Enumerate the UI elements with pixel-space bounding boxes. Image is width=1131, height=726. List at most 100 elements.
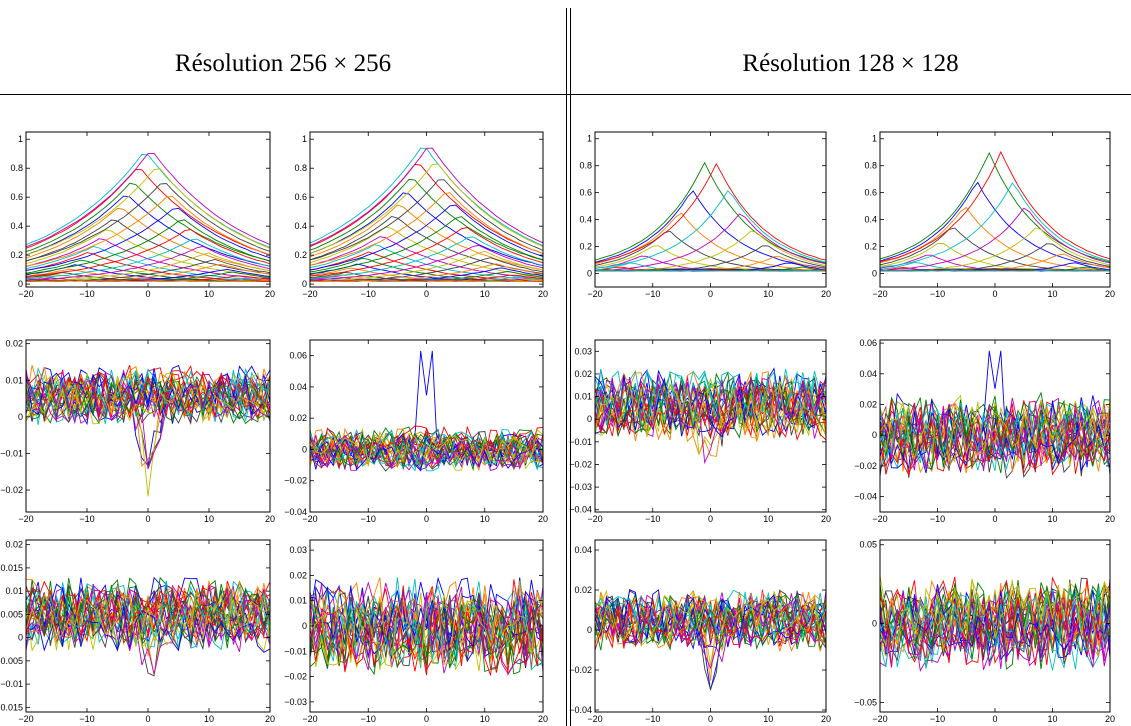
x-tick-label: −10 — [645, 514, 660, 524]
y-tick-label: 0.2 — [864, 242, 877, 252]
series-line — [26, 238, 270, 280]
x-tick-label: 10 — [1047, 289, 1057, 299]
x-tick-label: 0 — [992, 289, 997, 299]
series-line — [26, 598, 270, 675]
series-line — [595, 162, 826, 264]
y-tick-label: 0.2 — [10, 250, 23, 260]
x-tick-label: −20 — [18, 289, 33, 299]
series-line — [26, 245, 270, 281]
panel-9: −20 −10 0 10 20 −0.015 −0.01 −0.005 0 0.005 0.01 0.… — [0, 539, 275, 724]
series-line — [595, 377, 826, 430]
x-tick-label: 0 — [145, 714, 150, 724]
x-tick-label: −20 — [302, 289, 317, 299]
series-line — [310, 584, 543, 654]
y-tick-label: 0.015 — [0, 563, 23, 573]
x-tick-label: 0 — [708, 714, 713, 724]
series-line — [310, 435, 543, 472]
panel-12: −20 −10 0 10 20 −0.05 0 0.05 — [854, 539, 1115, 724]
y-tick-label: 0 — [872, 430, 877, 440]
y-tick-label: −0.02 — [854, 461, 877, 471]
series-line — [26, 584, 270, 641]
y-tick-label: 0.2 — [294, 250, 307, 260]
series-line — [26, 152, 270, 248]
panel-11: −20 −10 0 10 20 −0.04 −0.02 0 0.02 0.04 — [569, 539, 831, 724]
y-tick-label: 0.005 — [0, 609, 23, 619]
panel-4: −20 −10 0 10 20 0 0.2 0.4 0.6 0.8 1 — [864, 131, 1115, 299]
x-tick-label: 10 — [1047, 514, 1057, 524]
series-line — [26, 228, 270, 277]
axes-box — [594, 339, 827, 513]
x-tick-label: −10 — [930, 714, 945, 724]
series-line — [595, 387, 826, 438]
y-tick-label: −0.04 — [569, 505, 592, 515]
panel-10: −20 −10 0 10 20 −0.03 −0.02 −0.01 0 0.01 0.02 0.03 — [284, 539, 548, 724]
y-tick-label: 1 — [872, 134, 877, 144]
y-tick-label: 0.03 — [289, 545, 307, 555]
series-group — [26, 152, 270, 282]
x-tick-label: 10 — [204, 714, 214, 724]
x-tick-label: −20 — [587, 289, 602, 299]
series-line — [595, 382, 826, 436]
series-line — [310, 192, 543, 266]
x-tick-label: 0 — [145, 289, 150, 299]
x-tick-label: 20 — [1105, 714, 1115, 724]
y-tick-label: 0.4 — [10, 221, 23, 231]
y-tick-label: −0.01 — [569, 437, 592, 447]
series-line — [26, 219, 270, 275]
x-tick-label: −10 — [645, 714, 660, 724]
y-tick-label: 0.04 — [289, 382, 307, 392]
series-line — [310, 244, 543, 281]
y-tick-label: −0.01 — [0, 448, 23, 458]
y-tick-label: 0 — [302, 621, 307, 631]
x-tick-label: −10 — [645, 289, 660, 299]
y-tick-label: 1 — [302, 134, 307, 144]
y-tick-label: 0.02 — [289, 570, 307, 580]
y-tick-label: 0.01 — [5, 586, 23, 596]
series-line — [310, 236, 543, 279]
y-tick-label: 0.4 — [579, 215, 592, 225]
series-line — [26, 229, 270, 277]
panel-5: −20 −10 0 10 20 −0.02 −0.01 0 0.01 0.02 — [0, 339, 275, 524]
x-tick-label: 0 — [424, 514, 429, 524]
series-group — [595, 367, 826, 465]
x-tick-label: 20 — [821, 514, 831, 524]
x-tick-label: −10 — [79, 514, 94, 524]
series-line — [310, 204, 543, 271]
series-line — [310, 597, 543, 666]
x-tick-label: 10 — [204, 514, 214, 524]
y-tick-label: −0.02 — [284, 672, 307, 682]
series-line — [595, 376, 826, 432]
x-tick-label: −10 — [361, 289, 376, 299]
y-tick-label: −0.005 — [0, 656, 23, 666]
series-line — [595, 594, 826, 645]
series-line — [595, 190, 826, 269]
series-line — [310, 250, 543, 282]
series-line — [310, 427, 543, 465]
y-tick-label: 1 — [587, 134, 592, 144]
series-line — [310, 438, 543, 471]
y-tick-label: −0.015 — [0, 702, 23, 712]
y-tick-label: 0.01 — [289, 596, 307, 606]
y-tick-label: 0.01 — [574, 392, 592, 402]
y-tick-label: −0.02 — [0, 485, 23, 495]
series-group — [880, 350, 1110, 479]
y-tick-label: 0.6 — [864, 188, 877, 198]
series-line — [595, 589, 826, 638]
x-tick-label: −20 — [18, 514, 33, 524]
x-tick-label: 0 — [708, 289, 713, 299]
y-tick-label: −0.04 — [569, 705, 592, 715]
series-line — [880, 588, 1110, 656]
series-line — [26, 379, 270, 425]
series-line — [310, 147, 543, 247]
series-line — [310, 163, 543, 254]
series-line — [880, 399, 1110, 460]
series-line — [26, 593, 270, 647]
x-tick-label: 10 — [204, 289, 214, 299]
series-line — [310, 433, 543, 469]
y-tick-label: −0.01 — [0, 679, 23, 689]
y-tick-label: 0 — [18, 633, 23, 643]
y-tick-label: −0.01 — [284, 646, 307, 656]
x-tick-label: −10 — [79, 714, 94, 724]
series-line — [310, 598, 543, 667]
series-group — [595, 161, 826, 272]
